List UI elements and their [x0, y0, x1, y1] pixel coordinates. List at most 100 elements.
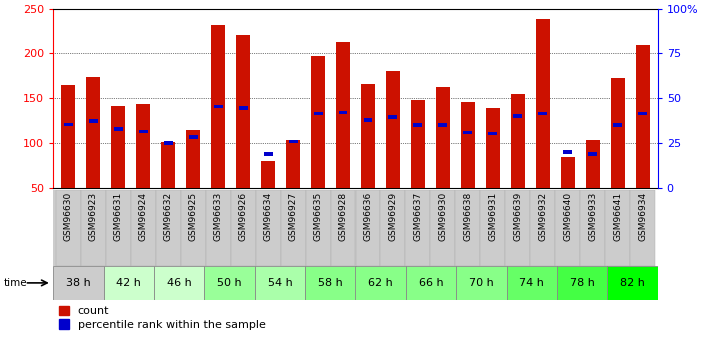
Bar [614, 124, 622, 127]
Bar [214, 105, 223, 108]
Bar [406, 266, 456, 300]
Bar [388, 115, 397, 119]
Text: GSM96630: GSM96630 [64, 192, 73, 241]
Bar [605, 190, 630, 266]
Bar [112, 106, 125, 188]
Text: 50 h: 50 h [218, 278, 242, 288]
Bar [488, 131, 497, 135]
Bar [486, 108, 500, 188]
Text: GSM96923: GSM96923 [89, 192, 98, 241]
Bar [361, 84, 375, 188]
Text: GSM96640: GSM96640 [563, 192, 572, 241]
Bar [305, 266, 356, 300]
Text: 42 h: 42 h [117, 278, 141, 288]
Text: GSM96928: GSM96928 [338, 192, 348, 241]
Bar [481, 190, 506, 266]
Bar [386, 70, 400, 188]
Text: GSM96638: GSM96638 [464, 192, 472, 241]
Text: 82 h: 82 h [620, 278, 645, 288]
Bar [464, 131, 472, 134]
Bar [53, 266, 104, 300]
Bar [114, 127, 123, 131]
Bar [380, 190, 405, 266]
Bar [64, 122, 73, 126]
Text: 38 h: 38 h [66, 278, 91, 288]
Bar [87, 77, 100, 188]
Bar [439, 124, 447, 127]
Text: 54 h: 54 h [267, 278, 292, 288]
Bar [256, 190, 281, 266]
Text: 66 h: 66 h [419, 278, 444, 288]
Text: GSM96631: GSM96631 [114, 192, 123, 241]
Bar [188, 135, 198, 139]
Bar [561, 157, 574, 188]
Bar [588, 152, 597, 156]
Text: GSM96641: GSM96641 [613, 192, 622, 241]
Text: 62 h: 62 h [368, 278, 393, 288]
Bar [356, 190, 380, 266]
Bar [154, 266, 205, 300]
Bar [555, 190, 580, 266]
Bar [513, 115, 523, 118]
Bar [363, 118, 373, 122]
Text: GSM96634: GSM96634 [264, 192, 272, 241]
Text: GSM96924: GSM96924 [139, 192, 148, 241]
Bar [287, 140, 300, 188]
Bar [405, 190, 430, 266]
Bar [236, 34, 250, 188]
Text: 74 h: 74 h [519, 278, 544, 288]
Bar [261, 161, 275, 188]
Bar [131, 190, 156, 266]
Bar [81, 190, 106, 266]
Bar [638, 112, 647, 115]
Bar [211, 25, 225, 188]
Bar [506, 190, 530, 266]
Bar [264, 152, 272, 156]
Bar [414, 124, 422, 127]
Bar [563, 150, 572, 154]
Bar [161, 142, 175, 188]
Text: GSM96632: GSM96632 [164, 192, 173, 241]
Text: GSM96932: GSM96932 [538, 192, 547, 241]
Bar [586, 140, 599, 188]
Bar [306, 190, 331, 266]
Text: GSM96931: GSM96931 [488, 192, 498, 241]
Text: GSM96636: GSM96636 [363, 192, 373, 241]
Bar [205, 266, 255, 300]
Text: 58 h: 58 h [318, 278, 343, 288]
Bar [106, 190, 131, 266]
Text: GSM96925: GSM96925 [188, 192, 198, 241]
Bar [311, 56, 325, 188]
Text: GSM96930: GSM96930 [439, 192, 447, 241]
Bar [411, 100, 424, 188]
Text: GSM96639: GSM96639 [513, 192, 523, 241]
Bar [164, 141, 173, 145]
Bar [281, 190, 306, 266]
Bar [314, 112, 323, 115]
Bar [580, 190, 605, 266]
Text: GSM96635: GSM96635 [314, 192, 323, 241]
Bar [205, 190, 230, 266]
Bar [607, 266, 658, 300]
Bar [289, 140, 297, 143]
Text: GSM96927: GSM96927 [289, 192, 298, 241]
Text: GSM96633: GSM96633 [213, 192, 223, 241]
Bar [239, 106, 247, 110]
Bar [331, 190, 356, 266]
Legend: count, percentile rank within the sample: count, percentile rank within the sample [59, 306, 266, 330]
Bar [139, 130, 148, 133]
Bar [104, 266, 154, 300]
Bar [181, 190, 205, 266]
Bar [530, 190, 555, 266]
Bar [56, 190, 81, 266]
Text: 46 h: 46 h [167, 278, 191, 288]
Bar [255, 266, 305, 300]
Bar [186, 130, 200, 188]
Bar [506, 266, 557, 300]
Text: GSM96637: GSM96637 [413, 192, 422, 241]
Bar [61, 85, 75, 188]
Bar [455, 190, 481, 266]
Bar [436, 87, 450, 188]
Bar [336, 42, 350, 188]
Bar [456, 266, 506, 300]
